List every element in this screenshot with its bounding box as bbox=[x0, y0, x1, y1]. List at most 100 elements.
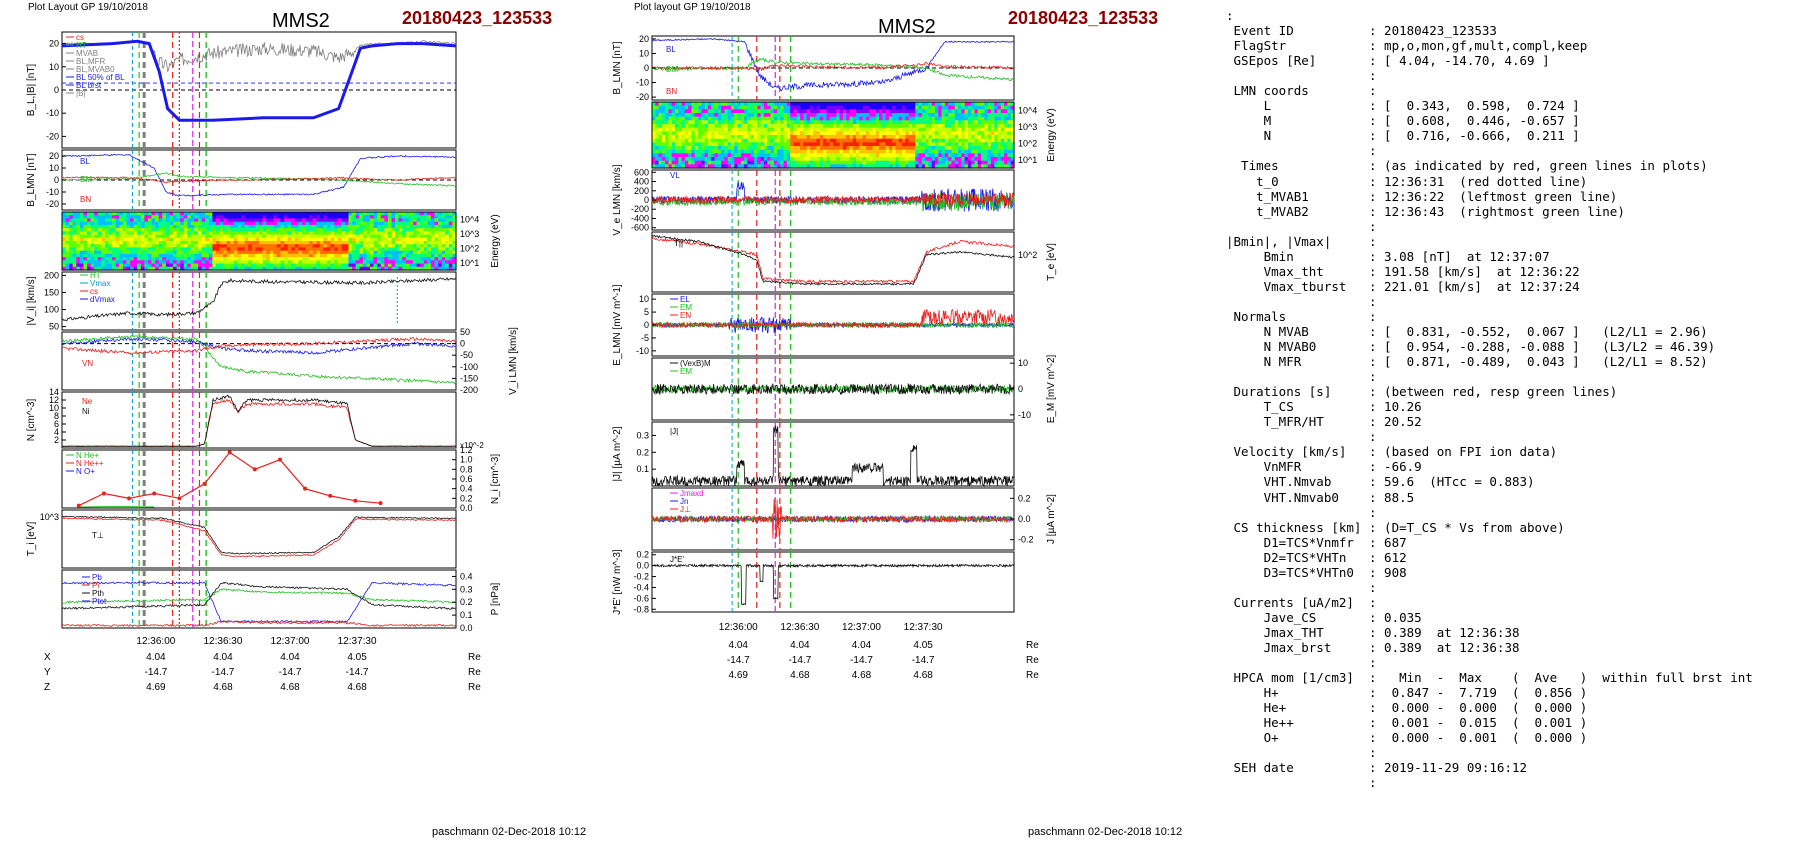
series-he-plus-plus bbox=[78, 451, 381, 507]
series-VN bbox=[61, 337, 457, 355]
he-plus-plus-point bbox=[303, 486, 308, 491]
legend-ni: Ni bbox=[82, 407, 90, 416]
series-Pth bbox=[61, 620, 457, 628]
info-line: D2=TCS*VHTn : 612 bbox=[1226, 549, 1407, 565]
info-line: M : [ 0.608, 0.446, -0.657 ] bbox=[1226, 113, 1580, 129]
middle-figure-header: Plot layout GP 19/10/2018 bbox=[634, 2, 751, 13]
he-plus-plus-point bbox=[252, 467, 257, 472]
info-line: : bbox=[1226, 143, 1377, 159]
series-Ne bbox=[61, 398, 457, 447]
middle-stacked-panels: 20 10 0 -10 -20 BL BM BN B_LMN [nT] 10^4 10^3 10^2 1… bbox=[612, 34, 1057, 681]
mid-panel-blmn-ytick: 0 bbox=[644, 63, 649, 73]
panel-ion-spectrogram bbox=[61, 211, 457, 271]
panel-vi-mag-legend-2: cs bbox=[90, 287, 98, 296]
series-T|| bbox=[61, 517, 457, 558]
left-position-table-cell: -14.7 bbox=[279, 667, 302, 678]
panel-ion-spectrogram-ytick: 10^4 bbox=[460, 214, 479, 224]
electron-energy-spectrogram bbox=[652, 102, 1015, 169]
mid-panel-spectrogram-ytick: 10^2 bbox=[1018, 138, 1037, 148]
series-bmag bbox=[61, 40, 457, 72]
panel-vi-mag-legend-1: Vmax bbox=[90, 279, 110, 288]
panel-bl-bmag-ytick: -20 bbox=[46, 131, 59, 141]
mid-position-table-cell: 4.05 bbox=[913, 640, 933, 651]
series-vi-mag bbox=[61, 276, 457, 322]
legend-ne: Ne bbox=[82, 397, 93, 406]
info-line: N MVAB : [ 0.831, -0.552, 0.067 ] (L2/L1… bbox=[1226, 323, 1708, 339]
panel-vi-lmn bbox=[61, 331, 457, 391]
panel-bl-bmag-ytick: -10 bbox=[46, 108, 59, 118]
mid-panel-em-legend-1: EM bbox=[680, 367, 692, 376]
panel-hpca-density-ylabel: N_i [cm^-3] bbox=[490, 454, 501, 504]
panel-pressure-ytick: 0.1 bbox=[460, 610, 473, 620]
mid-panel-je-ytick: 0.0 bbox=[636, 561, 649, 571]
info-line: D1=TCS*Vnmfr : 687 bbox=[1226, 534, 1407, 550]
panel-hpca-density-legend-0: N He+ bbox=[76, 451, 99, 460]
panel-vi-lmn-ytick: 50 bbox=[460, 327, 470, 337]
mid-panel-je-ytick: 0.2 bbox=[636, 550, 649, 560]
panel-blmn-ytick: 10 bbox=[49, 163, 59, 173]
mid-position-table-cell: 4.04 bbox=[852, 640, 872, 651]
left-position-table-unit: Re bbox=[468, 682, 481, 693]
panel-vi-lmn-ytick: -100 bbox=[460, 362, 478, 372]
info-line: : bbox=[1226, 68, 1377, 84]
mid-position-table-cell: 4.68 bbox=[913, 670, 933, 681]
mid-panel-blmn-ytick: 10 bbox=[639, 48, 649, 58]
mid-panel-je-ytick: -0.4 bbox=[633, 582, 649, 592]
mid-panel-je-ytick: -0.8 bbox=[633, 604, 649, 614]
panel-ion-spectrogram-ytick: 10^1 bbox=[460, 258, 479, 268]
mid-panel-em-ytick: 0 bbox=[1018, 384, 1023, 394]
panel-bl-bmag-legend-3: BL,MFR bbox=[76, 57, 106, 66]
info-line: T_MFR/HT : 20.52 bbox=[1226, 414, 1422, 430]
panel-vi-mag-ytick: 100 bbox=[44, 305, 59, 315]
mid-panel-blmn-ytick: -10 bbox=[636, 78, 649, 88]
panel-density-ytick: 2 bbox=[54, 435, 59, 445]
left-position-table-cell: 4.04 bbox=[280, 652, 300, 663]
panel-blmn-ytick: 0 bbox=[54, 175, 59, 185]
panel-bl-bmag-legend-7: |B| bbox=[76, 89, 86, 98]
mid-panel-spectrogram-ytick: 10^3 bbox=[1018, 122, 1037, 132]
panel-pressure-legend-3: Ptot bbox=[92, 597, 107, 606]
series-mid-bl bbox=[651, 38, 1015, 92]
panel-ion-temp-ytick: 10^3 bbox=[40, 512, 59, 522]
panel-density bbox=[61, 391, 457, 449]
left-position-table-cell: 4.05 bbox=[347, 652, 367, 663]
mid-panel-je-ytick: -0.2 bbox=[633, 572, 649, 582]
mid-panel-e-ytick: 0 bbox=[644, 320, 649, 330]
panel-bl-bmag-legend-2: MVAB bbox=[76, 49, 98, 58]
left-position-table-unit: Re bbox=[468, 652, 481, 663]
legend-mid-bm: BM bbox=[666, 65, 678, 74]
info-line: Velocity [km/s] : (based on FPI ion data… bbox=[1226, 444, 1558, 460]
left-position-table-row-label: X bbox=[44, 652, 51, 663]
info-line: FlagStr : mp,o,mon,gf,mult,compl,keep bbox=[1226, 38, 1588, 54]
panel-vi-lmn-ytick: 0 bbox=[460, 339, 465, 349]
panel-vi-mag-ylabel: |V_i| [km/s] bbox=[26, 276, 37, 325]
legend-tperp: T⊥ bbox=[92, 531, 104, 540]
legend-ve-l: VL bbox=[670, 171, 680, 180]
panel-hpca-density-ytick: 1.0 bbox=[460, 455, 473, 465]
info-line: : bbox=[1226, 745, 1377, 761]
legend-je: J*E' bbox=[670, 555, 684, 564]
series-mid-bm bbox=[651, 57, 1015, 82]
mid-panel-j-legend-0: Jmaxd bbox=[680, 489, 704, 498]
series-BL bbox=[61, 153, 457, 197]
panel-hpca-density-ytick: 1.2 bbox=[460, 445, 473, 455]
panel-vi-lmn-ytick: -50 bbox=[460, 350, 473, 360]
info-line: t_MVAB2 : 12:36:43 (rightmost green line… bbox=[1226, 203, 1625, 219]
info-line: N MVAB0 : [ 0.954, -0.288, -0.088 ] (L3/… bbox=[1226, 339, 1716, 355]
series-ve-n bbox=[651, 191, 1015, 207]
info-line: Vmax_tburst : 221.01 [km/s] at 12:37:24 bbox=[1226, 278, 1580, 294]
left-position-table-cell: 4.04 bbox=[146, 652, 166, 663]
left-figure-header: Plot Layout GP 19/10/2018 bbox=[28, 2, 148, 13]
series-jmag bbox=[651, 425, 1015, 488]
mid-panel-je-ytick: -0.6 bbox=[633, 593, 649, 603]
info-line: Jave_CS : 0.035 bbox=[1226, 609, 1422, 625]
series-vexb bbox=[651, 382, 1015, 396]
info-line: VHT.Nmvab : 59.6 (HTcc = 0.883) bbox=[1226, 474, 1535, 490]
mid-panel-ve-ytick: -400 bbox=[631, 213, 649, 223]
info-line: T_CS : 10.26 bbox=[1226, 399, 1422, 415]
panel-pressure-ytick: 0.2 bbox=[460, 597, 473, 607]
panel-bl-bmag-ylabel: B_L,|B| [nT] bbox=[26, 64, 37, 117]
panel-density-ylabel: N [cm^-3] bbox=[26, 399, 37, 442]
mid-panel-1-ylabel: Energy (eV) bbox=[1046, 108, 1057, 161]
